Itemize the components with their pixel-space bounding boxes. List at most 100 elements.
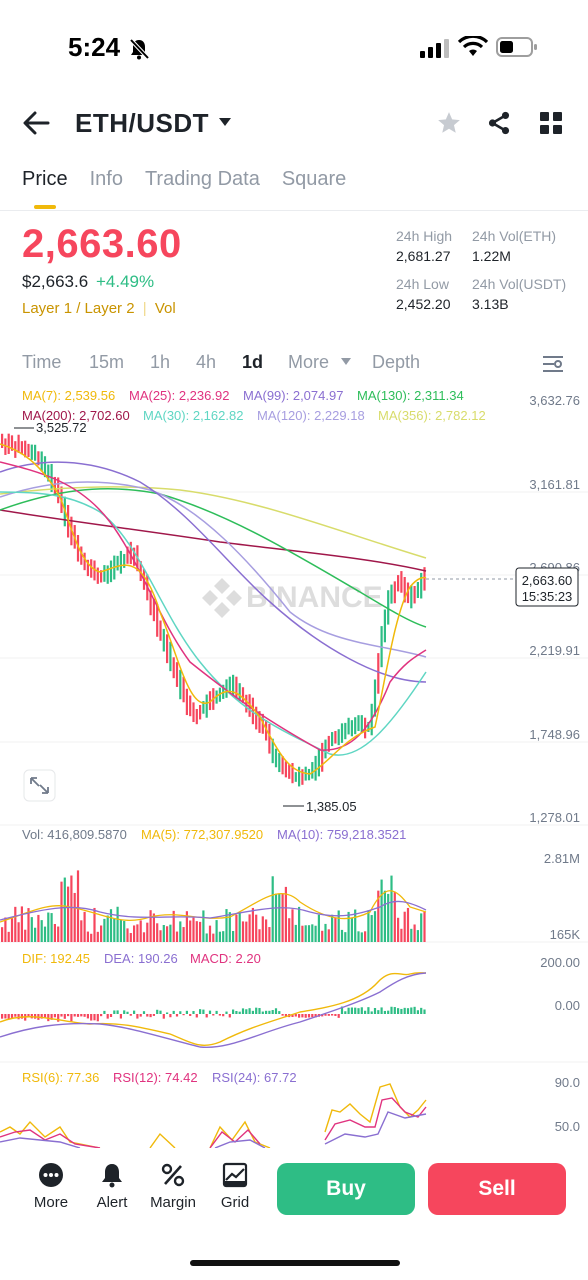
share-icon[interactable] (486, 110, 512, 136)
volume-bar (90, 933, 93, 942)
macd-bar (1, 1014, 4, 1019)
bottom-grid[interactable]: Grid (205, 1162, 265, 1211)
grid-bot-icon (222, 1162, 248, 1188)
stat-low-value: 2,452.20 (396, 296, 451, 312)
tab-trading-data[interactable]: Trading Data (144, 168, 260, 190)
candle (340, 723, 344, 743)
volume-bar (208, 925, 212, 942)
star-icon[interactable] (436, 110, 462, 136)
macd-bar (182, 1014, 185, 1016)
tag-vol[interactable]: Vol (154, 300, 176, 317)
buy-button[interactable]: Buy (277, 1163, 415, 1215)
macd-bar (410, 1007, 413, 1014)
volume-bar (199, 921, 202, 942)
ma30-line (0, 491, 427, 756)
candle (387, 590, 390, 625)
macd-bar (367, 1007, 370, 1014)
volume-bar (218, 931, 221, 942)
interval-15m[interactable]: 15m (89, 352, 125, 372)
ma120-label: MA(120): 2,229.18 (257, 408, 365, 423)
status-bar: 5:24 (0, 0, 588, 96)
interval-time[interactable]: Time (22, 352, 62, 372)
interval-depth[interactable]: Depth (372, 352, 421, 372)
macd-bar (397, 1008, 400, 1014)
volume-bar (278, 893, 281, 942)
volume-bar (43, 926, 47, 942)
candle (27, 443, 30, 457)
macd-bar (225, 1011, 228, 1014)
macd-bar (314, 1014, 317, 1018)
volume-bar (182, 927, 185, 942)
status-time: 5:24 (68, 32, 121, 62)
candle (251, 697, 254, 725)
candle (106, 565, 109, 584)
volume-bar (195, 921, 198, 942)
settings-icon[interactable] (542, 354, 564, 374)
pair-title[interactable]: ETH/USDT (75, 108, 209, 138)
macd-bar (416, 1010, 419, 1014)
tab-info[interactable]: Info (89, 168, 123, 190)
low-marker-label: 1,385.05 (306, 799, 357, 814)
volume-bar (136, 924, 139, 942)
volume-bar (413, 924, 416, 942)
macd-legend: DIF: 192.45 DEA: 190.26 MACD: 2.20 200.0… (22, 951, 580, 1013)
macd-bar (83, 1014, 86, 1017)
candle (258, 711, 261, 733)
volume-bar (27, 908, 30, 942)
candle (416, 581, 419, 598)
main-tabs: Price Info Trading Data Square (22, 168, 346, 214)
macd-bar (126, 1011, 129, 1014)
expand-icon[interactable] (23, 769, 56, 802)
back-arrow-icon[interactable] (22, 110, 50, 136)
interval-more[interactable]: More (288, 352, 330, 372)
candle (377, 653, 380, 694)
caret-down-icon[interactable] (340, 357, 352, 366)
interval-1d[interactable]: 1d (242, 352, 264, 372)
volume-bar (37, 914, 40, 942)
interval-1h[interactable]: 1h (150, 352, 171, 372)
candle (37, 451, 40, 466)
volume-bar (24, 929, 27, 942)
tabs-divider (0, 210, 588, 211)
caret-down-icon[interactable] (218, 117, 232, 127)
candle (413, 585, 416, 604)
candle (7, 433, 10, 454)
macd-bar (265, 1010, 268, 1014)
bottom-margin[interactable]: Margin (143, 1162, 203, 1211)
candle (354, 717, 357, 735)
grid-icon[interactable] (539, 111, 563, 135)
bottom-more[interactable]: More (21, 1162, 81, 1211)
ma-legend: MA(7): 2,539.56 MA(25): 2,236.92 MA(99):… (22, 388, 486, 423)
bottom-alert[interactable]: Alert (82, 1162, 142, 1211)
macd-bar (232, 1009, 235, 1014)
macd-bar (228, 1014, 231, 1018)
macd-bar (133, 1010, 136, 1014)
candle (367, 721, 370, 732)
tag-layer[interactable]: Layer 1 / Layer 2 (22, 300, 135, 317)
macd-bar (67, 1014, 70, 1017)
ma200-label: MA(200): 2,702.60 (22, 408, 130, 423)
volume-bar (96, 931, 99, 942)
macd-bar (73, 1014, 76, 1017)
tab-price[interactable]: Price (22, 168, 68, 214)
volume-bar (86, 931, 89, 942)
tab-square[interactable]: Square (281, 168, 347, 190)
ma99-label: MA(99): 2,074.97 (243, 388, 343, 403)
low-marker: 1,385.05 (283, 799, 357, 814)
macd-bar (212, 1014, 215, 1016)
interval-bar: Time 15m 1h 4h 1d More Depth (22, 352, 568, 376)
volume-axis-bottom: 165K (550, 927, 581, 942)
candle (205, 694, 208, 718)
macd-histogram (1, 1006, 426, 1022)
volume-bar (100, 925, 103, 942)
volume-bar (60, 881, 63, 942)
candle (406, 582, 410, 604)
macd-bar (307, 1014, 311, 1018)
macd-bar (156, 1009, 159, 1014)
chart-area[interactable]: BINANCE MA(7): 2,539.56 MA(25): 2,236.92… (0, 382, 588, 1148)
interval-4h[interactable]: 4h (196, 352, 217, 372)
sell-button[interactable]: Sell (428, 1163, 566, 1215)
candle (189, 695, 192, 717)
candle (149, 590, 152, 616)
macd-bar (327, 1014, 330, 1016)
